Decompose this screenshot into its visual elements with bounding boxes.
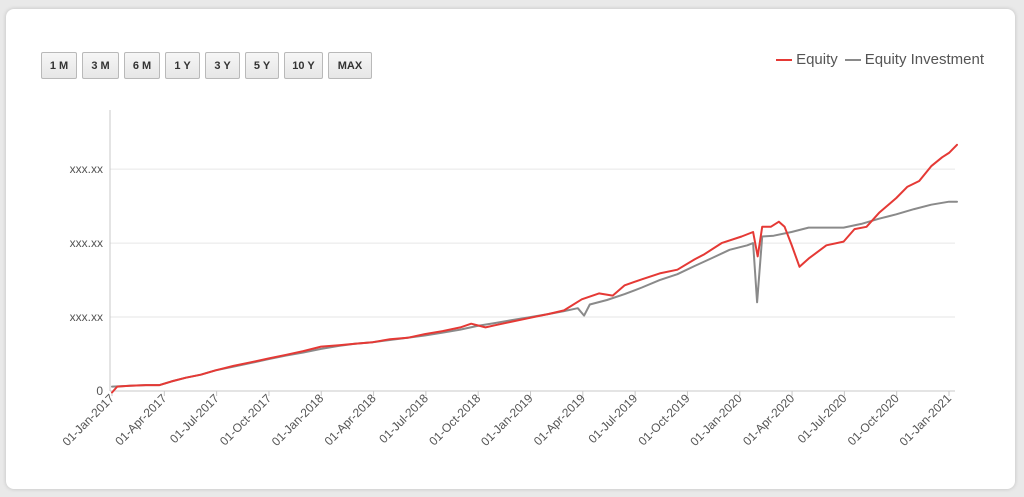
x-tick-label: 01-Apr-2019 xyxy=(531,391,588,448)
range-button-10y[interactable]: 10 Y xyxy=(284,52,323,79)
legend-swatch-equity xyxy=(776,58,793,61)
x-tick-label: 01-Jul-2017 xyxy=(167,391,222,446)
x-tick-label: 01-Jan-2021 xyxy=(897,391,955,449)
x-tick-label: 01-Oct-2017 xyxy=(217,391,274,448)
range-button-3y[interactable]: 3 Y xyxy=(205,52,240,79)
x-tick-label: 01-Jul-2020 xyxy=(795,391,850,446)
x-tick-label: 01-Jan-2020 xyxy=(687,391,745,449)
x-tick-label: 01-Apr-2017 xyxy=(112,391,169,448)
y-tick-label: 0 xyxy=(96,384,103,398)
legend-item-equity-investment[interactable]: Equity Investment xyxy=(844,51,984,68)
legend-label-equity-investment: Equity Investment xyxy=(864,51,984,68)
x-tick-label: 01-Oct-2018 xyxy=(426,391,483,448)
x-tick-label: 01-Apr-2018 xyxy=(322,391,379,448)
chart-card xyxy=(6,9,1015,489)
y-tick-label: xxx.xx xyxy=(70,162,103,176)
series-line-equity xyxy=(111,143,958,394)
x-tick-label: 01-Jan-2017 xyxy=(60,391,118,449)
x-tick-label: 01-Apr-2020 xyxy=(740,391,797,448)
x-tick-label: 01-Jan-2019 xyxy=(478,391,536,449)
legend-label-equity: Equity xyxy=(796,51,838,68)
x-tick-label: 01-Jul-2019 xyxy=(586,391,641,446)
range-button-1y[interactable]: 1 Y xyxy=(165,52,200,79)
range-button-3m[interactable]: 3 M xyxy=(82,52,119,79)
x-tick-label: 01-Jan-2018 xyxy=(269,391,327,449)
range-button-6m[interactable]: 6 M xyxy=(124,52,160,79)
chart-legend: Equity Equity Investment xyxy=(760,51,984,68)
range-button-1m[interactable]: 1 M xyxy=(41,52,77,79)
x-tick-label: 01-Jul-2018 xyxy=(376,391,431,446)
legend-item-equity[interactable]: Equity xyxy=(776,51,838,68)
x-tick-label: 01-Oct-2019 xyxy=(635,391,692,448)
legend-swatch-equity-investment xyxy=(844,58,861,61)
x-tick-label: 01-Oct-2020 xyxy=(845,391,902,448)
series-line-investment xyxy=(111,200,958,388)
y-tick-label: xxx.xx xyxy=(70,310,103,324)
range-button-max[interactable]: MAX xyxy=(328,52,372,79)
y-tick-label: xxx.xx xyxy=(70,236,103,250)
range-button-5y[interactable]: 5 Y xyxy=(245,52,279,79)
